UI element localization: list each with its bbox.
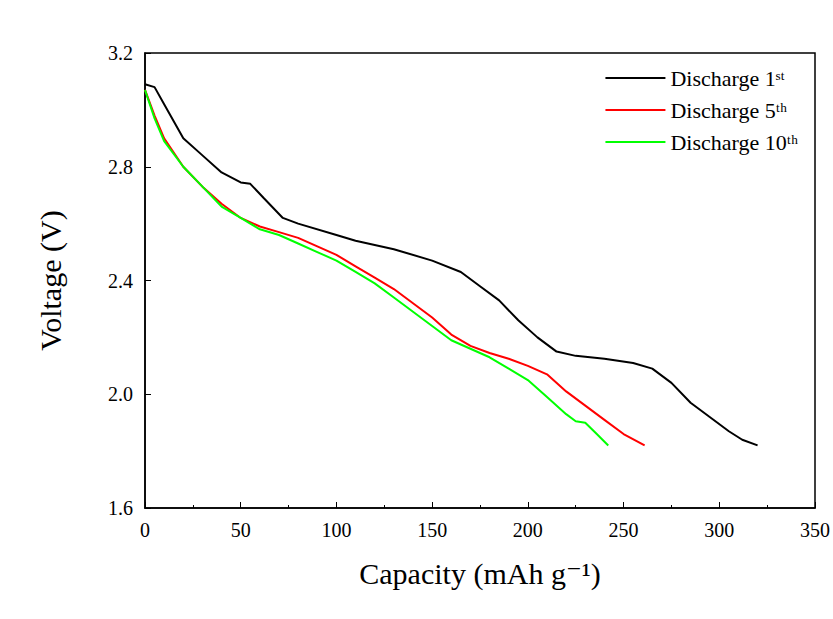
svg-text:2.8: 2.8 bbox=[108, 156, 133, 178]
svg-text:50: 50 bbox=[231, 519, 251, 541]
svg-text:Discharge 5ᵗʰ: Discharge 5ᵗʰ bbox=[670, 98, 787, 123]
svg-text:200: 200 bbox=[513, 519, 543, 541]
svg-text:Discharge 1ˢᵗ: Discharge 1ˢᵗ bbox=[670, 66, 784, 91]
svg-text:Discharge 10ᵗʰ: Discharge 10ᵗʰ bbox=[670, 130, 798, 155]
svg-text:Voltage (V): Voltage (V) bbox=[34, 210, 68, 350]
svg-text:Capacity (mAh g⁻¹): Capacity (mAh g⁻¹) bbox=[359, 557, 600, 591]
svg-text:2.4: 2.4 bbox=[108, 270, 133, 292]
svg-text:100: 100 bbox=[321, 519, 351, 541]
svg-text:2.0: 2.0 bbox=[108, 383, 133, 405]
svg-text:1.6: 1.6 bbox=[108, 497, 133, 519]
svg-text:250: 250 bbox=[609, 519, 639, 541]
svg-text:350: 350 bbox=[800, 519, 830, 541]
svg-text:3.2: 3.2 bbox=[108, 42, 133, 64]
svg-text:300: 300 bbox=[704, 519, 734, 541]
svg-text:150: 150 bbox=[417, 519, 447, 541]
svg-text:0: 0 bbox=[140, 519, 150, 541]
